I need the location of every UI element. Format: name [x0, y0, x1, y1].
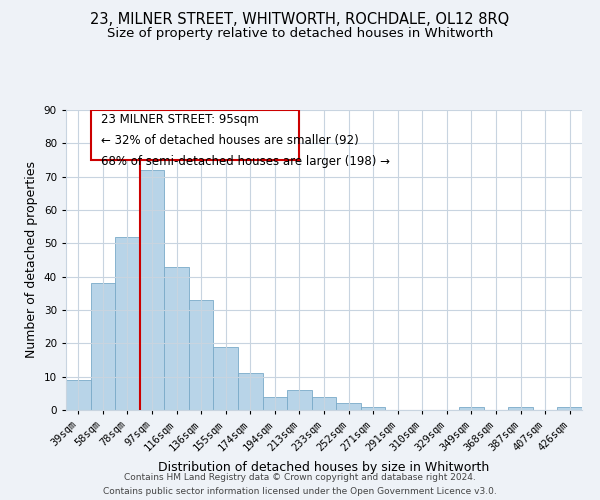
Text: ← 32% of detached houses are smaller (92): ← 32% of detached houses are smaller (92… [101, 134, 359, 147]
Text: Contains HM Land Registry data © Crown copyright and database right 2024.: Contains HM Land Registry data © Crown c… [124, 473, 476, 482]
Bar [287, 390, 312, 410]
Bar [557, 406, 582, 410]
Bar [66, 380, 91, 410]
Bar [508, 406, 533, 410]
Bar [361, 406, 385, 410]
Bar [214, 346, 238, 410]
X-axis label: Distribution of detached houses by size in Whitworth: Distribution of detached houses by size … [158, 461, 490, 474]
Y-axis label: Number of detached properties: Number of detached properties [25, 162, 38, 358]
Bar [115, 236, 140, 410]
Text: 23 MILNER STREET: 95sqm: 23 MILNER STREET: 95sqm [101, 113, 259, 126]
Text: Size of property relative to detached houses in Whitworth: Size of property relative to detached ho… [107, 28, 493, 40]
Bar [238, 374, 263, 410]
Text: 68% of semi-detached houses are larger (198) →: 68% of semi-detached houses are larger (… [101, 155, 390, 168]
Bar [459, 406, 484, 410]
Bar [263, 396, 287, 410]
Bar [140, 170, 164, 410]
Bar [312, 396, 336, 410]
Bar [164, 266, 189, 410]
Bar [91, 284, 115, 410]
FancyBboxPatch shape [91, 110, 299, 160]
Text: Contains public sector information licensed under the Open Government Licence v3: Contains public sector information licen… [103, 486, 497, 496]
Bar [189, 300, 214, 410]
Bar [336, 404, 361, 410]
Text: 23, MILNER STREET, WHITWORTH, ROCHDALE, OL12 8RQ: 23, MILNER STREET, WHITWORTH, ROCHDALE, … [91, 12, 509, 28]
